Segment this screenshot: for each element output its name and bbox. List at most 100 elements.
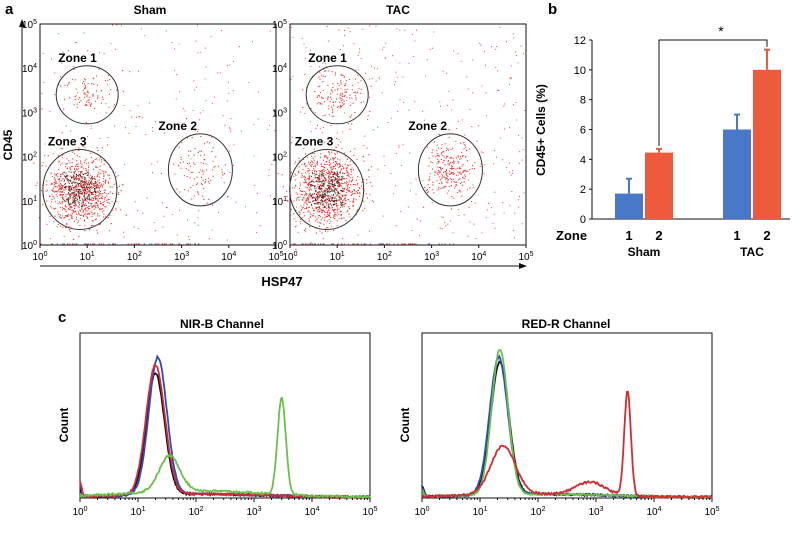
scatter-point: [53, 191, 55, 193]
scatter-point: [290, 142, 293, 144]
scatter-point: [304, 165, 306, 167]
scatter-point: [438, 186, 440, 188]
scatter-point: [424, 186, 426, 189]
scatter-point: [347, 243, 349, 245]
scatter-point: [336, 192, 338, 194]
scatter-point: [444, 171, 446, 173]
scatter-point: [271, 163, 273, 165]
scatter-point: [78, 194, 80, 196]
scatter-point: [91, 197, 93, 199]
scatter-point: [78, 177, 80, 180]
scatter-point: [455, 174, 458, 176]
scatter-point: [330, 170, 332, 172]
scatter-point: [85, 243, 87, 245]
scatter-point: [99, 198, 101, 200]
scatter-point: [505, 41, 508, 43]
scatter-point: [74, 200, 76, 202]
scatter-point: [450, 208, 453, 210]
scatter-point: [83, 187, 85, 189]
scatter-point: [211, 229, 213, 231]
scatter-point: [322, 159, 325, 161]
scatter-point: [447, 163, 449, 165]
scatter-point: [93, 188, 96, 190]
scatter-point: [98, 173, 100, 175]
scatter-point: [90, 199, 92, 202]
scatter-point: [68, 194, 71, 196]
scatter-point: [339, 80, 342, 82]
scatter-point: [352, 102, 354, 104]
scatter-point: [60, 194, 62, 196]
scatter-point: [174, 48, 176, 50]
scatter-point: [84, 159, 86, 162]
scatter-point: [73, 243, 75, 245]
scatter-point: [92, 224, 94, 227]
scatter-point: [88, 197, 91, 199]
scatter-point: [163, 215, 165, 217]
scatter-point: [91, 182, 93, 184]
scatter-point: [335, 161, 337, 163]
scatter-point: [304, 74, 306, 76]
scatter-point: [353, 197, 355, 200]
scatter-point: [297, 197, 299, 199]
scatter-point: [78, 170, 80, 173]
bar: [723, 129, 751, 219]
scatter-point: [305, 202, 307, 204]
scatter-point: [230, 130, 232, 132]
scatter-point: [379, 243, 381, 245]
scatter-point: [353, 200, 355, 202]
scatter-point: [87, 210, 89, 212]
scatter-point: [469, 148, 471, 150]
scatter-point: [461, 181, 463, 183]
scatter-point: [49, 205, 51, 207]
scatter-point: [46, 189, 49, 191]
scatter-point: [75, 189, 77, 191]
scatter-point: [188, 155, 190, 157]
scatter-point: [87, 82, 89, 84]
scatter-point: [139, 115, 141, 118]
scatter-point: [52, 196, 54, 198]
scatter-point: [461, 155, 464, 158]
scatter-point: [61, 215, 64, 217]
scatter-point: [316, 191, 319, 193]
scatter-point: [403, 243, 405, 245]
scatter-point: [514, 212, 516, 214]
scatter-point: [277, 172, 279, 175]
scatter-point: [328, 105, 330, 107]
scatter-point: [337, 185, 339, 187]
scatter-point: [79, 214, 81, 216]
scatter-point: [212, 169, 214, 171]
scatter-point: [438, 188, 440, 190]
scatter-point: [153, 221, 155, 223]
scatter-point: [97, 213, 99, 215]
scatter-point: [99, 203, 102, 205]
scatter-point: [319, 171, 321, 173]
scatter-point: [101, 170, 103, 172]
scatter-point: [213, 166, 215, 168]
scatter-point: [473, 168, 475, 170]
scatter-point: [94, 194, 96, 196]
scatter-point: [515, 101, 517, 104]
scatter-point: [138, 70, 140, 72]
scatter-point: [320, 219, 322, 221]
scatter-point: [341, 237, 344, 239]
scatter-point: [93, 177, 95, 180]
scatter-point: [81, 214, 83, 216]
scatter-point: [344, 112, 346, 114]
scatter-point: [93, 168, 95, 170]
scatter-point: [90, 185, 92, 188]
scatter-point: [353, 91, 355, 93]
scatter-point: [87, 50, 89, 52]
scatter-point: [451, 181, 453, 183]
scatter-point: [78, 191, 80, 193]
scatter-point: [440, 169, 442, 171]
scatter-point: [98, 189, 100, 191]
scatter-point: [299, 212, 301, 214]
scatter-point: [450, 220, 452, 222]
scatter-point: [33, 162, 35, 164]
scatter-point: [515, 55, 517, 57]
scatter-point: [328, 209, 330, 212]
scatter-point: [521, 137, 523, 139]
scatter-point: [327, 96, 329, 98]
scatter-point: [448, 163, 450, 165]
